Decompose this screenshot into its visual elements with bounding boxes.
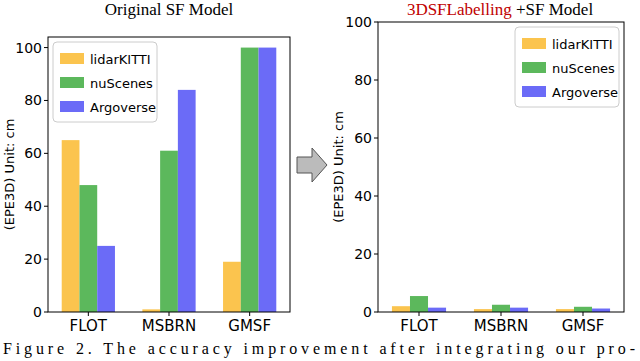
category-label: MSBRN — [474, 317, 528, 335]
title-part: 3DSFLabelling — [407, 0, 512, 19]
bar — [492, 305, 510, 312]
tick-label: 0 — [33, 304, 42, 320]
category-label: GMSF — [228, 317, 271, 335]
legend-swatch — [60, 101, 84, 112]
tick — [44, 100, 48, 101]
legend-label: nuScenes — [552, 61, 615, 76]
tick-label: 80 — [24, 92, 42, 108]
tick — [374, 254, 378, 255]
tick-label: 100 — [15, 40, 42, 56]
category-label: MSBRN — [142, 317, 196, 335]
bar — [428, 308, 446, 312]
frame — [378, 22, 624, 312]
bar — [97, 246, 115, 312]
legend-swatch — [522, 62, 546, 73]
bars — [392, 296, 610, 312]
legend-label: nuScenes — [90, 76, 153, 91]
legend-label: lidarKITTI — [90, 52, 151, 67]
bar — [79, 185, 97, 312]
x-tick — [419, 312, 420, 316]
axis-label: (EPE3D) Unit: cm — [2, 119, 17, 231]
x-tick — [501, 312, 502, 316]
tick — [374, 80, 378, 81]
legend-swatch — [60, 77, 84, 88]
legend-label: Argoverse — [552, 85, 618, 100]
title: 3DSFLabelling +SF Model — [407, 0, 594, 19]
tick — [44, 259, 48, 260]
bar — [178, 90, 196, 312]
tick-label: 40 — [24, 198, 42, 214]
bars — [62, 48, 277, 312]
tick-label: 100 — [345, 14, 372, 30]
bar — [241, 48, 259, 312]
x-tick — [169, 312, 170, 316]
bar — [259, 48, 277, 312]
legend: lidarKITTI nuScenes Argoverse — [515, 27, 619, 107]
bar — [160, 151, 178, 312]
legend-box — [515, 27, 619, 107]
figure: Original SF Model 0 20 40 60 80 100 FLOT MSBRN GM… — [0, 0, 640, 361]
tick-label: 40 — [354, 188, 372, 204]
tick — [44, 153, 48, 154]
x-tick — [249, 312, 250, 316]
tick-label: 20 — [354, 246, 372, 262]
frame — [48, 37, 290, 312]
title-part: +SF Model — [512, 0, 594, 19]
legend-label: Argoverse — [90, 100, 156, 115]
tick-label: 60 — [24, 145, 42, 161]
panel: Original SF Model 0 20 40 60 80 100 FLOT MSBRN GM… — [2, 0, 291, 335]
panel: 3DSFLabelling +SF Model 0 20 40 60 80 100 FLOT M… — [331, 0, 625, 335]
x-tick — [88, 312, 89, 316]
arrow — [297, 148, 327, 182]
tick — [44, 206, 48, 207]
category-label: GMSF — [562, 317, 605, 335]
tick-label: 0 — [363, 304, 372, 320]
tick — [374, 196, 378, 197]
bar — [592, 309, 610, 312]
category-label: FLOT — [400, 317, 438, 335]
tick — [374, 312, 378, 313]
category-label: FLOT — [70, 317, 108, 335]
legend-swatch — [522, 86, 546, 97]
tick-label: 20 — [24, 251, 42, 267]
tick — [374, 138, 378, 139]
legend-swatch — [60, 53, 84, 64]
legend-swatch — [522, 38, 546, 49]
axis-label: (EPE3D) Unit: cm — [331, 111, 346, 223]
x-tick — [583, 312, 584, 316]
legend: lidarKITTI nuScenes Argoverse — [53, 42, 157, 122]
caption: Figure 2. The accuracy improvement after… — [3, 340, 635, 358]
tick — [44, 47, 48, 48]
bar — [223, 262, 241, 312]
title: Original SF Model — [105, 0, 234, 19]
bar — [510, 308, 528, 312]
legend-box — [53, 42, 157, 122]
tick — [374, 22, 378, 23]
bar — [410, 296, 428, 312]
bar — [574, 307, 592, 312]
legend-label: lidarKITTI — [552, 37, 613, 52]
bar — [62, 140, 80, 312]
tick-label: 60 — [354, 130, 372, 146]
tick — [44, 312, 48, 313]
tick-label: 80 — [354, 72, 372, 88]
bar — [392, 306, 410, 312]
